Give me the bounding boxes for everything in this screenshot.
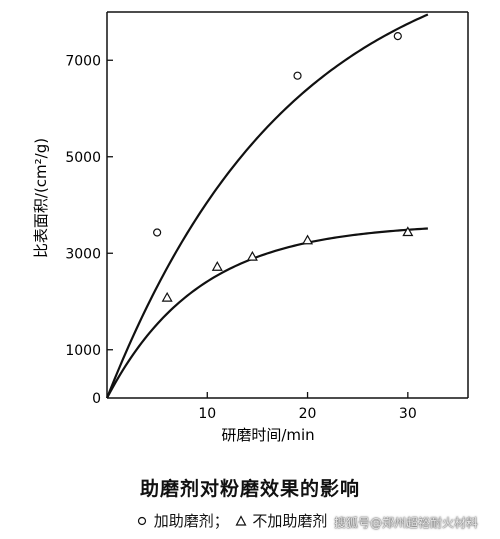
triangle-marker	[246, 250, 258, 261]
y-tick-label: 7000	[65, 53, 101, 69]
figure-caption: 助磨剂对粉磨效果的影响	[139, 478, 360, 500]
y-tick-label: 1000	[65, 343, 101, 359]
triangle-marker	[402, 226, 414, 237]
fit-curve-1	[105, 13, 429, 399]
ticks: 10 20 30 0 1000 3000 5000 7000	[65, 53, 416, 422]
x-tick-label: 30	[399, 406, 417, 422]
y-tick-label: 0	[92, 391, 101, 407]
legend-triangle-label: 不加助磨剂	[252, 512, 328, 530]
triangle-marker	[302, 234, 314, 245]
x-axis-label: 研磨时间/min	[221, 426, 314, 444]
x-tick-label: 20	[299, 406, 317, 422]
circle-marker	[393, 32, 402, 41]
circle-marker-icon	[137, 516, 147, 525]
data-markers	[153, 32, 414, 302]
y-tick-label: 3000	[65, 246, 101, 262]
circle-marker	[153, 228, 162, 237]
legend: 加助磨剂； 不加助磨剂	[135, 510, 327, 531]
circle-marker	[293, 71, 302, 80]
fit-curves	[105, 13, 429, 399]
x-tick-label: 10	[198, 406, 216, 422]
triangle-marker-icon	[235, 514, 247, 526]
chart-svg: 10 20 30 0 1000 3000 5000 7000 研磨时间/min 比表面积/(c…	[32, 11, 469, 444]
triangle-marker	[161, 291, 173, 302]
y-axis-label: 比表面积/(cm²/g)	[32, 138, 50, 258]
plot-frame	[106, 11, 469, 399]
triangle-marker	[211, 261, 223, 271]
watermark: 搜狐号@郑州超裕耐火材料	[334, 516, 479, 530]
y-tick-label: 5000	[65, 150, 101, 166]
fit-curve-2	[106, 227, 428, 399]
legend-circle-label: 加助磨剂；	[153, 512, 229, 530]
